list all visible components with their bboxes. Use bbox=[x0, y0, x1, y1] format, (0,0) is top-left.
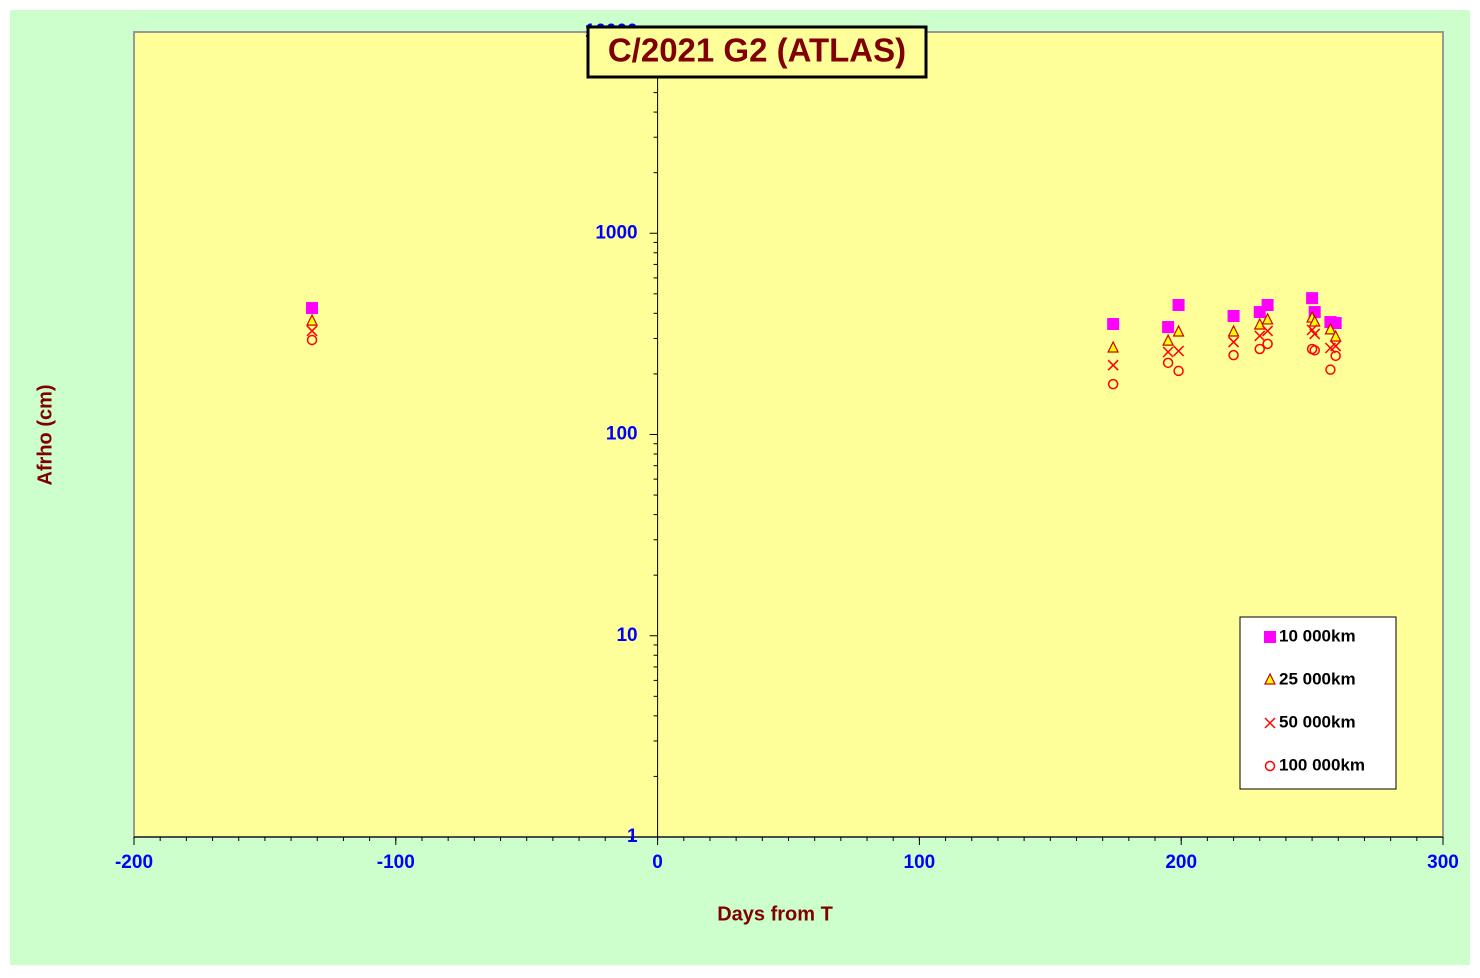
point bbox=[1107, 340, 1120, 353]
legend-box bbox=[1239, 616, 1397, 790]
point bbox=[1162, 333, 1175, 346]
point bbox=[1262, 338, 1273, 350]
point bbox=[1107, 378, 1119, 390]
point bbox=[1228, 349, 1239, 361]
x-tick-label: -100 bbox=[377, 852, 415, 873]
point bbox=[1107, 318, 1120, 331]
legend-label: 10 000km bbox=[1279, 626, 1356, 645]
legend-label: 100 000km bbox=[1279, 755, 1365, 774]
point bbox=[1261, 312, 1274, 325]
point bbox=[1254, 343, 1265, 355]
point bbox=[1107, 359, 1119, 371]
point bbox=[1172, 299, 1185, 312]
legend-marker bbox=[1264, 717, 1276, 729]
point bbox=[1173, 365, 1184, 377]
title-box bbox=[586, 25, 928, 79]
chart-title: C/2021 G2 (ATLAS) bbox=[608, 32, 906, 69]
point bbox=[1330, 340, 1342, 352]
point bbox=[306, 334, 318, 346]
x-tick-label: 0 bbox=[652, 852, 663, 873]
legend-label: 50 000km bbox=[1279, 712, 1356, 731]
y-tick-label: 10 bbox=[616, 625, 637, 646]
plot-area bbox=[133, 31, 1444, 838]
point bbox=[1324, 322, 1337, 335]
point bbox=[1162, 321, 1175, 334]
y-tick-label: 100 bbox=[606, 424, 638, 445]
x-tick-label: -200 bbox=[115, 852, 153, 873]
legend-label: 25 000km bbox=[1279, 669, 1356, 688]
point bbox=[1309, 345, 1320, 356]
x-tick-label: 300 bbox=[1427, 852, 1459, 873]
y-tick-label: 1000 bbox=[595, 222, 637, 243]
point bbox=[1329, 329, 1342, 342]
point bbox=[1162, 357, 1174, 369]
point bbox=[1261, 299, 1274, 312]
y-axis-label: Afrho (cm) bbox=[34, 384, 56, 485]
point bbox=[1306, 292, 1319, 305]
point bbox=[306, 302, 319, 315]
point bbox=[306, 325, 318, 337]
legend-marker bbox=[1264, 631, 1276, 643]
point bbox=[1228, 336, 1240, 348]
x-tick-label: 100 bbox=[904, 852, 936, 873]
point bbox=[1329, 317, 1342, 330]
point bbox=[1325, 364, 1336, 375]
legend-marker bbox=[1264, 760, 1276, 772]
point bbox=[1227, 309, 1240, 322]
x-axis-label: Days from T bbox=[717, 903, 833, 925]
point bbox=[306, 313, 318, 326]
legend-marker bbox=[1264, 672, 1276, 685]
point bbox=[1254, 330, 1266, 342]
point bbox=[1162, 346, 1174, 358]
point bbox=[1172, 324, 1185, 337]
point bbox=[1227, 324, 1240, 337]
x-tick-label: 200 bbox=[1165, 852, 1197, 873]
point bbox=[1309, 328, 1321, 340]
point bbox=[1308, 314, 1321, 327]
point bbox=[1330, 350, 1341, 362]
y-tick-label: 1 bbox=[627, 826, 638, 847]
point bbox=[1262, 325, 1274, 337]
point bbox=[1173, 345, 1185, 357]
